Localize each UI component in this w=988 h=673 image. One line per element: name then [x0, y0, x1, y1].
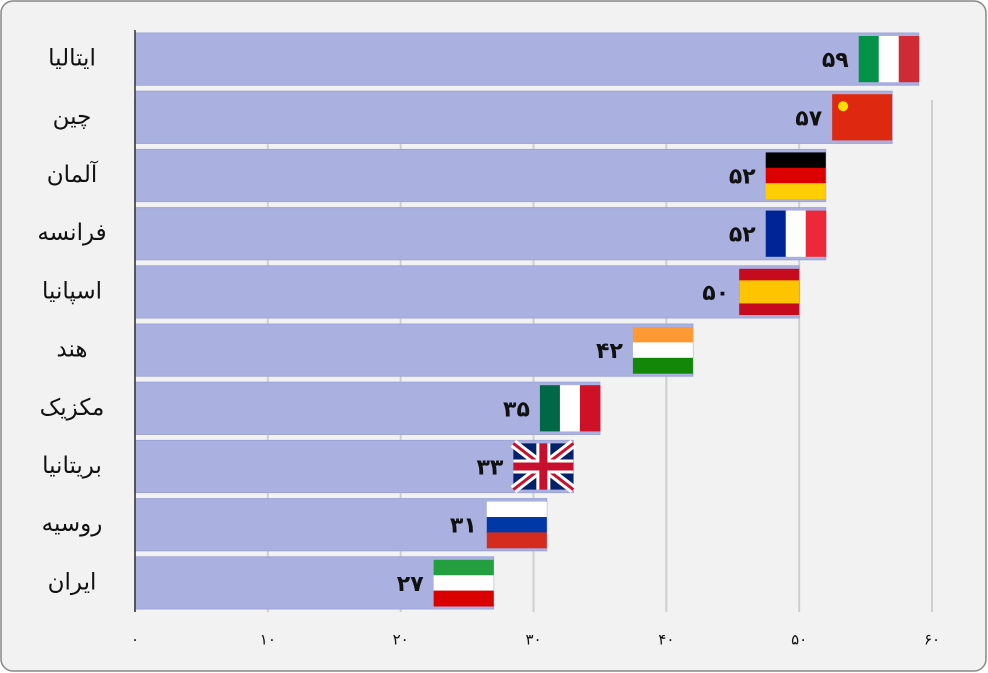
flag-band: [632, 327, 693, 343]
flag-band: [739, 280, 800, 304]
y-tick-label: آلمان: [47, 160, 99, 188]
flag: [539, 385, 601, 432]
x-tick-label: ۲۰: [393, 631, 409, 649]
flag-band: [805, 210, 827, 257]
value-label: ۵۲: [729, 223, 756, 248]
flag-band: [433, 590, 494, 607]
value-label: ۳۱: [450, 514, 477, 539]
flag: [632, 327, 693, 374]
flag-band: [858, 36, 880, 83]
value-label: ۳۵: [503, 397, 530, 422]
x-tick-label: ۳۰: [525, 631, 541, 649]
flag-band: [486, 517, 547, 533]
x-tick-label: ۱۰: [260, 631, 276, 649]
flag: [739, 268, 800, 315]
flag-band: [832, 94, 893, 141]
y-tick-label: روسیه: [42, 511, 103, 537]
flag: [765, 210, 827, 257]
y-tick-label: ایتالیا: [48, 46, 96, 72]
flag-band: [433, 559, 494, 576]
y-tick-label: اسپانیا: [42, 278, 102, 304]
bar: [134, 32, 920, 86]
x-tick-label: ۰: [131, 631, 139, 649]
bar: [134, 148, 827, 203]
flag-cross: [513, 443, 574, 490]
flag-band: [632, 357, 693, 374]
flag: [858, 36, 920, 83]
flag-band: [765, 183, 826, 200]
flag-star: [838, 101, 849, 112]
value-label: ۲۷: [397, 572, 424, 597]
value-label: ۴۲: [596, 339, 623, 364]
flag-band: [579, 385, 601, 432]
flag: [832, 94, 893, 141]
bar: [134, 439, 574, 494]
flag-band: [765, 167, 826, 184]
flag: [765, 152, 826, 200]
flag-band: [486, 501, 547, 518]
bar: [134, 381, 601, 435]
bar: [134, 265, 800, 319]
y-tick-label: چین: [53, 104, 92, 130]
flag-band: [898, 36, 920, 83]
y-tick-label: مکزیک: [40, 395, 105, 421]
flag-band: [632, 342, 693, 359]
flag-band: [765, 152, 826, 169]
value-label: ۵۲: [729, 165, 756, 190]
flag: [510, 439, 577, 494]
value-label: ۵۷: [795, 106, 822, 131]
bar: [134, 207, 827, 261]
flag-band: [785, 210, 807, 257]
value-label: ۳۳: [476, 456, 503, 481]
flag-band: [539, 385, 561, 432]
flag-band: [878, 36, 900, 83]
y-tick-label: ایران: [48, 569, 97, 595]
x-tick-label: ۴۰: [658, 631, 674, 649]
bar: [134, 498, 548, 552]
flag: [433, 559, 494, 607]
y-tick-label: فرانسه: [37, 220, 106, 246]
flag-band: [486, 532, 547, 549]
flag-band: [765, 210, 787, 257]
x-tick-label: ۵۰: [791, 631, 807, 649]
bar: [134, 323, 694, 377]
value-label: ۵۰: [702, 281, 729, 306]
value-label: ۵۹: [822, 48, 849, 73]
flag-band: [433, 575, 494, 592]
bar: [134, 90, 893, 144]
flag-band: [559, 385, 581, 432]
y-tick-label: بریتانیا: [42, 453, 102, 479]
y-tick-label: هند: [56, 337, 87, 363]
flag: [486, 501, 547, 549]
x-tick-label: ۶۰: [924, 631, 940, 649]
